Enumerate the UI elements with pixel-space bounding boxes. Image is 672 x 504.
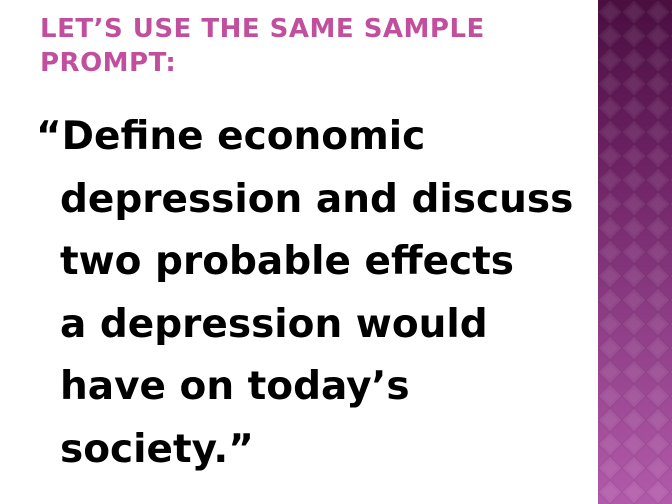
decorative-side-panel [598,0,672,504]
prompt-line: society.” [60,426,254,472]
slide-title: Let’s use the same sample prompt: [40,14,485,78]
prompt-line: depression and discuss [60,176,574,222]
prompt-line: “Define economic [36,114,426,159]
prompt-line: a depression would [60,301,488,347]
sample-prompt-quote: “Define economic depression and discuss … [36,106,596,481]
prompt-line: two probable effects [60,239,515,284]
diamond-pattern [598,0,672,504]
prompt-line: have on today’s [60,364,410,409]
